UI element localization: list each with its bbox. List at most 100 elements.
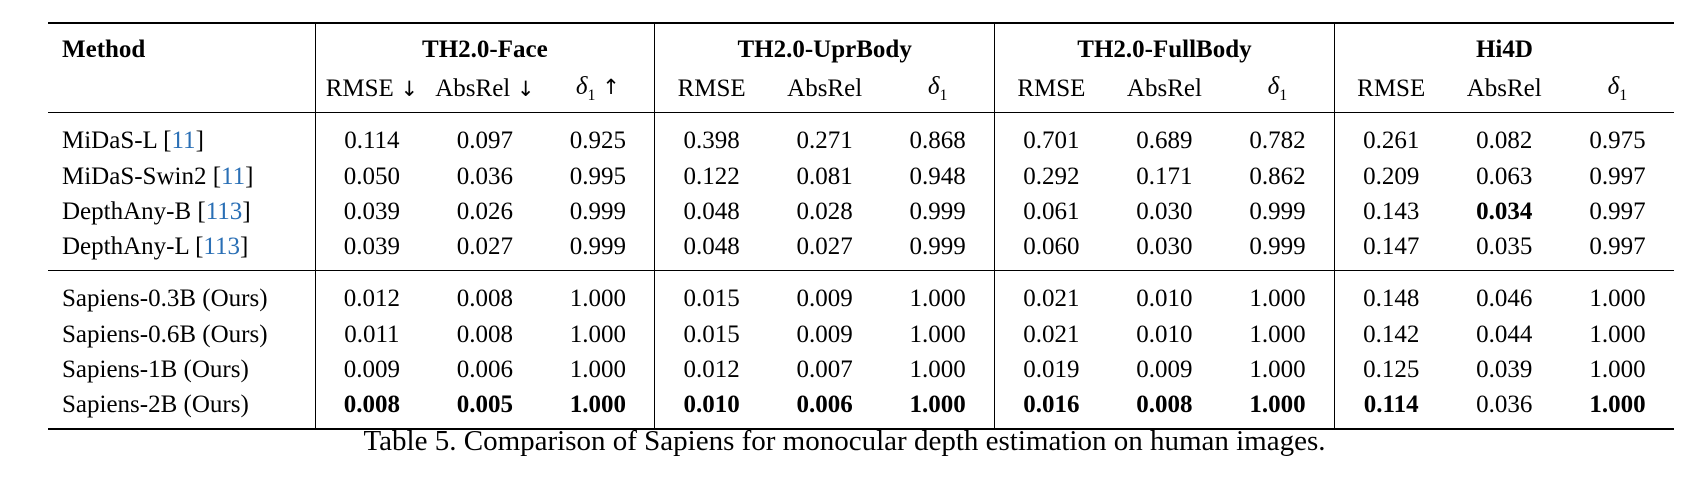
- value-cell: 0.050: [314, 159, 429, 194]
- value-cell: 1.000: [541, 387, 655, 430]
- value-cell: 1.000: [909, 355, 966, 383]
- group-header: Hi4D: [1333, 22, 1675, 70]
- value-cell: 0.036: [456, 162, 513, 190]
- group-header: TH2.0-UprBody: [654, 22, 995, 70]
- table-body: MiDaS-L [11] 0.114 0.097 0.925 0.398 0.271 0.8…: [48, 112, 1675, 430]
- value-cell: 0.019: [994, 352, 1108, 387]
- value-cell: 0.995: [569, 162, 626, 190]
- value-cell: 1.000: [1589, 355, 1646, 383]
- value-cell: 0.689: [1136, 127, 1193, 154]
- value-cell: 0.271: [796, 127, 853, 154]
- table-row: Sapiens-0.3B (Ours) 0.012 0.008 1.000 0.015 0…: [48, 270, 1674, 318]
- value-cell: 0.009: [314, 352, 429, 387]
- citation-link[interactable]: 113: [205, 197, 243, 225]
- value-cell: 0.044: [1476, 320, 1533, 348]
- method-cell: MiDaS-L [11]: [62, 127, 204, 154]
- value-cell: 0.015: [654, 270, 769, 317]
- value-cell: 0.060: [994, 229, 1108, 271]
- value-cell: 0.016: [994, 387, 1108, 430]
- value-cell: 0.008: [1107, 387, 1222, 430]
- method-cell: MiDaS-Swin2 [11]: [62, 162, 254, 190]
- value-cell: 0.010: [1136, 285, 1193, 312]
- value-cell: 0.005: [428, 387, 542, 430]
- value-cell: 0.125: [1333, 352, 1448, 387]
- value-cell: 1.000: [909, 285, 966, 312]
- value-cell: 1.000: [569, 285, 626, 312]
- value-cell: 0.999: [1249, 197, 1306, 225]
- value-cell: 0.009: [796, 285, 853, 312]
- value-cell: 0.782: [1249, 127, 1306, 154]
- value-cell: 0.009: [796, 320, 853, 348]
- value-cell: 1.000: [1249, 355, 1306, 383]
- table-row: DepthAny-L [113] 0.039 0.027 0.999 0.048 0.02…: [48, 229, 1675, 271]
- value-cell: 0.030: [1136, 197, 1193, 225]
- value-cell: 0.999: [1221, 229, 1335, 271]
- value-cell: 0.039: [314, 194, 429, 229]
- metric-header: RMSE: [994, 70, 1108, 113]
- value-cell: 0.021: [994, 270, 1108, 317]
- value-cell: 0.026: [456, 197, 513, 225]
- value-cell: 1.000: [881, 387, 995, 430]
- method-cell: Sapiens-0.6B (Ours): [48, 317, 315, 352]
- value-cell: 0.999: [909, 197, 966, 225]
- table-row: MiDaS-Swin2 [11] 0.050 0.036 0.995 0.122 0.08…: [48, 159, 1674, 194]
- value-cell: 0.048: [654, 229, 769, 271]
- value-cell: 0.082: [1476, 127, 1533, 154]
- metric-header: RMSE ↓: [314, 70, 429, 113]
- value-cell: 0.046: [1476, 285, 1533, 312]
- results-table-container: Method TH2.0-Face TH2.0-UprBody TH2.0-Full…: [48, 22, 1675, 430]
- method-name: MiDaS-L: [62, 127, 157, 154]
- value-cell: 0.147: [1333, 229, 1448, 271]
- metric-header: δ1: [881, 70, 995, 113]
- method-name: Sapiens-0.6B (Ours): [62, 320, 268, 348]
- value-cell: 0.008: [314, 387, 429, 430]
- value-cell: 0.008: [456, 285, 513, 312]
- group-header-row: Method TH2.0-Face TH2.0-UprBody TH2.0-Full…: [48, 22, 1675, 70]
- metric-header: AbsRel: [768, 70, 882, 113]
- method-name: Sapiens-2B (Ours): [62, 390, 249, 418]
- metric-header: RMSE: [1333, 70, 1448, 113]
- value-cell: 0.035: [1447, 229, 1561, 271]
- value-cell: 1.000: [1249, 285, 1306, 312]
- results-table: Method TH2.0-Face TH2.0-UprBody TH2.0-Full…: [48, 22, 1675, 430]
- method-cell: Sapiens-1B (Ours): [48, 352, 315, 387]
- value-cell: 0.122: [654, 159, 769, 194]
- value-cell: 0.171: [1136, 162, 1193, 190]
- citation-link[interactable]: 11: [171, 127, 196, 154]
- value-cell: 0.148: [1333, 270, 1448, 317]
- value-cell: 0.021: [994, 317, 1108, 352]
- value-cell: 1.000: [1560, 387, 1675, 430]
- value-cell: 1.000: [1589, 320, 1646, 348]
- value-cell: 0.997: [1560, 229, 1675, 271]
- value-cell: 1.000: [569, 355, 626, 383]
- method-header: Method: [48, 22, 315, 70]
- value-cell: 0.209: [1333, 159, 1448, 194]
- citation-link[interactable]: 11: [221, 162, 246, 190]
- metric-header-row: RMSE ↓ AbsRel ↓ δ1 ↑ RMSE AbsRel δ1 RMSE AbsRel…: [48, 70, 1675, 113]
- value-cell: 0.011: [314, 317, 429, 352]
- value-cell: 1.000: [1249, 320, 1306, 348]
- value-cell: 0.039: [314, 229, 429, 271]
- metric-header: AbsRel: [1107, 70, 1222, 113]
- value-cell: 0.006: [456, 355, 513, 383]
- value-cell: 0.012: [314, 270, 429, 317]
- value-cell: 0.008: [456, 320, 513, 348]
- table-header: Method TH2.0-Face TH2.0-UprBody TH2.0-Full…: [48, 22, 1675, 113]
- value-cell: 0.292: [994, 159, 1108, 194]
- metric-header: δ1: [1560, 70, 1675, 113]
- metric-header: δ1 ↑: [541, 70, 655, 113]
- method-cell: Sapiens-0.3B (Ours): [48, 271, 315, 318]
- value-cell: 0.039: [1476, 355, 1533, 383]
- method-cell: Sapiens-2B (Ours): [48, 387, 315, 430]
- value-cell: 0.143: [1333, 194, 1448, 229]
- citation-link[interactable]: 113: [203, 232, 240, 260]
- value-cell: 0.061: [994, 194, 1108, 229]
- value-cell: 0.027: [768, 229, 882, 271]
- value-cell: 0.010: [1136, 320, 1193, 348]
- value-cell: 0.034: [1476, 197, 1533, 225]
- table-row: Sapiens-1B (Ours) 0.009 0.006 1.000 0.012 0.0…: [48, 352, 1674, 387]
- value-cell: 0.063: [1476, 162, 1533, 190]
- table-row: Sapiens-0.6B (Ours) 0.011 0.008 1.000 0.015 0…: [48, 317, 1674, 352]
- value-cell: 0.925: [569, 127, 626, 154]
- value-cell: 0.948: [909, 162, 966, 190]
